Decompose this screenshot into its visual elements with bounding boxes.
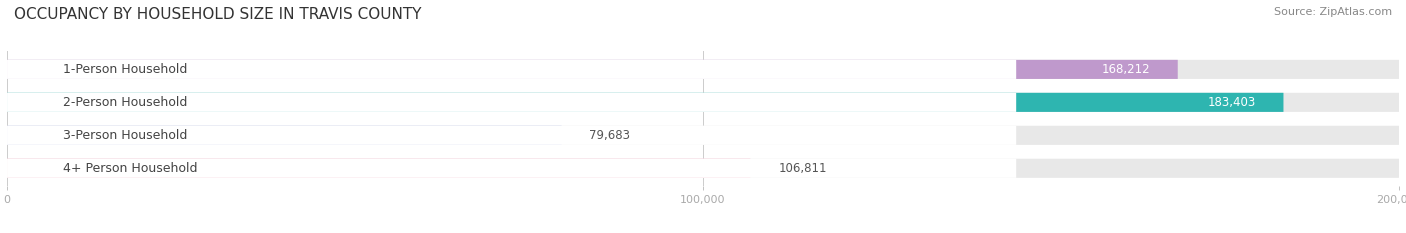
FancyBboxPatch shape [7,159,751,178]
FancyBboxPatch shape [7,126,561,145]
Text: 1-Person Household: 1-Person Household [63,63,187,76]
FancyBboxPatch shape [7,93,1017,112]
Text: OCCUPANCY BY HOUSEHOLD SIZE IN TRAVIS COUNTY: OCCUPANCY BY HOUSEHOLD SIZE IN TRAVIS CO… [14,7,422,22]
Text: 3-Person Household: 3-Person Household [63,129,187,142]
Text: 168,212: 168,212 [1101,63,1150,76]
FancyBboxPatch shape [7,93,1399,112]
FancyBboxPatch shape [7,93,1284,112]
FancyBboxPatch shape [7,159,1017,178]
FancyBboxPatch shape [7,159,1399,178]
FancyBboxPatch shape [7,60,1399,79]
Text: Source: ZipAtlas.com: Source: ZipAtlas.com [1274,7,1392,17]
FancyBboxPatch shape [7,126,1399,145]
FancyBboxPatch shape [7,60,1017,79]
FancyBboxPatch shape [7,60,1178,79]
Text: 2-Person Household: 2-Person Household [63,96,187,109]
Text: 4+ Person Household: 4+ Person Household [63,162,197,175]
FancyBboxPatch shape [7,126,1017,145]
Text: 79,683: 79,683 [589,129,630,142]
Text: 106,811: 106,811 [779,162,827,175]
Text: 183,403: 183,403 [1208,96,1256,109]
